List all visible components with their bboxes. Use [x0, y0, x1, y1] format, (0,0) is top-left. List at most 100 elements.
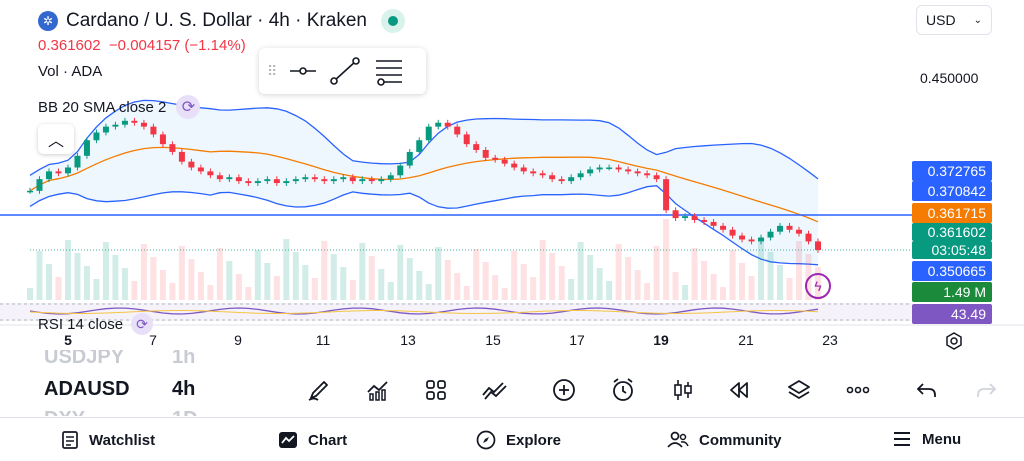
candle-body [330, 179, 337, 182]
symbol-row[interactable]: ADAUSD [44, 378, 130, 401]
candle-body [55, 171, 62, 174]
volume-bar [492, 275, 499, 300]
add-icon[interactable] [548, 374, 580, 406]
candle-body [739, 235, 746, 240]
volume-bar [349, 280, 356, 300]
alert-icon[interactable] [607, 374, 639, 406]
candle-body [245, 181, 252, 184]
volume-bar [701, 261, 708, 300]
fib-lines-icon[interactable] [372, 56, 406, 86]
rsi-indicator-label[interactable]: RSI 14 close ⟳ [38, 313, 154, 335]
lightning-icon[interactable]: ϟ [805, 273, 831, 299]
bb-basis-line [29, 146, 819, 223]
compare-icon[interactable] [479, 374, 511, 406]
candle-body [653, 175, 660, 180]
nav-chart[interactable]: Chart [278, 430, 347, 450]
symbol-row[interactable]: DXY [44, 408, 85, 416]
volume-bar [197, 272, 204, 300]
candle-body [416, 140, 423, 152]
volume-bar [710, 274, 717, 300]
redo-icon[interactable] [970, 374, 1002, 406]
candle-body [786, 225, 793, 230]
drawing-toolbar: ⠿ [259, 48, 426, 94]
nav-watchlist[interactable]: Watchlist [61, 430, 155, 450]
chart-settings-icon[interactable] [944, 331, 964, 351]
nav-menu[interactable]: Menu [892, 430, 961, 448]
candle-body [796, 229, 803, 234]
time-tick: 13 [400, 332, 416, 348]
collapse-legend-button[interactable]: ︿ [38, 124, 74, 154]
trend-line-icon[interactable] [328, 56, 362, 86]
replay-icon[interactable] [723, 374, 755, 406]
candle-body [235, 177, 242, 182]
refresh-icon[interactable]: ⟳ [131, 313, 154, 335]
more-icon[interactable] [842, 374, 874, 406]
volume-bar [720, 287, 727, 300]
nav-community[interactable]: Community [667, 430, 782, 450]
symbol-row[interactable]: USDJPY [44, 350, 124, 369]
volume-bar [121, 268, 128, 300]
volume-bar [283, 239, 290, 300]
bar-style-icon[interactable] [667, 374, 699, 406]
candle-body [121, 120, 128, 125]
candle-body [368, 179, 375, 182]
candle-body [558, 179, 565, 182]
time-tick: 7 [149, 332, 157, 348]
countdown-label: 03:05:48 [912, 241, 992, 259]
volume-bar [159, 270, 166, 300]
chart-icon [279, 432, 297, 448]
time-tick: 15 [485, 332, 501, 348]
candle-body [568, 177, 575, 182]
symbol-name: DXY [44, 408, 85, 416]
bb-upper-label: 0.372765 [912, 161, 992, 181]
candle-body [435, 122, 442, 127]
candle-body [93, 132, 100, 141]
undo-icon[interactable] [911, 374, 943, 406]
symbol-interval: 1D [172, 408, 198, 416]
layers-icon[interactable] [783, 374, 815, 406]
refresh-icon[interactable]: ⟳ [176, 95, 201, 119]
nav-label: Community [699, 431, 782, 449]
currency-select[interactable]: USD ⌄ [916, 5, 992, 35]
rsi-label-text: RSI 14 close [38, 315, 124, 333]
candle-body [140, 122, 147, 127]
volume-bar [672, 272, 679, 300]
bb-indicator-text: BB 20 SMA close 2 [38, 98, 167, 116]
candle-body [378, 179, 385, 182]
candle-body [672, 210, 679, 219]
candle-body [482, 149, 489, 158]
candle-body [159, 134, 166, 145]
horizontal-ray-icon[interactable] [288, 59, 318, 83]
candle-body [311, 177, 318, 180]
candle-body [27, 190, 33, 193]
explore-icon [476, 430, 496, 450]
volume-bar [606, 281, 613, 300]
indicators-icon[interactable] [362, 374, 394, 406]
volume-bar [758, 239, 765, 300]
volume-bar [748, 276, 755, 300]
volume-bar [520, 264, 527, 300]
candle-body [520, 167, 527, 172]
symbol-name: USDJPY [44, 350, 125, 368]
bb-lower-line [29, 185, 819, 266]
candle-body [45, 171, 52, 180]
volume-bar [682, 285, 689, 300]
symbol-title[interactable]: ✲ Cardano / U. S. Dollar · 4h · Kraken [38, 9, 405, 33]
time-tick: 9 [234, 332, 242, 348]
volume-bar [112, 255, 119, 300]
volume-bar [416, 271, 423, 300]
volume-bar [55, 277, 62, 300]
templates-icon[interactable] [420, 374, 452, 406]
volume-indicator-label[interactable]: Vol · ADA [38, 63, 103, 80]
nav-label: Explore [506, 431, 562, 449]
candle-body [207, 171, 214, 176]
candle-body [292, 179, 299, 182]
volume-bar [245, 287, 252, 300]
brush-icon[interactable] [303, 374, 335, 406]
drag-handle-icon[interactable]: ⠿ [267, 62, 279, 79]
bb-indicator-label[interactable]: BB 20 SMA close 2 ⟳ [38, 95, 201, 119]
rsi-line [29, 307, 819, 315]
candle-body [720, 225, 727, 230]
candle-body [444, 122, 451, 127]
nav-explore[interactable]: Explore [476, 430, 561, 450]
